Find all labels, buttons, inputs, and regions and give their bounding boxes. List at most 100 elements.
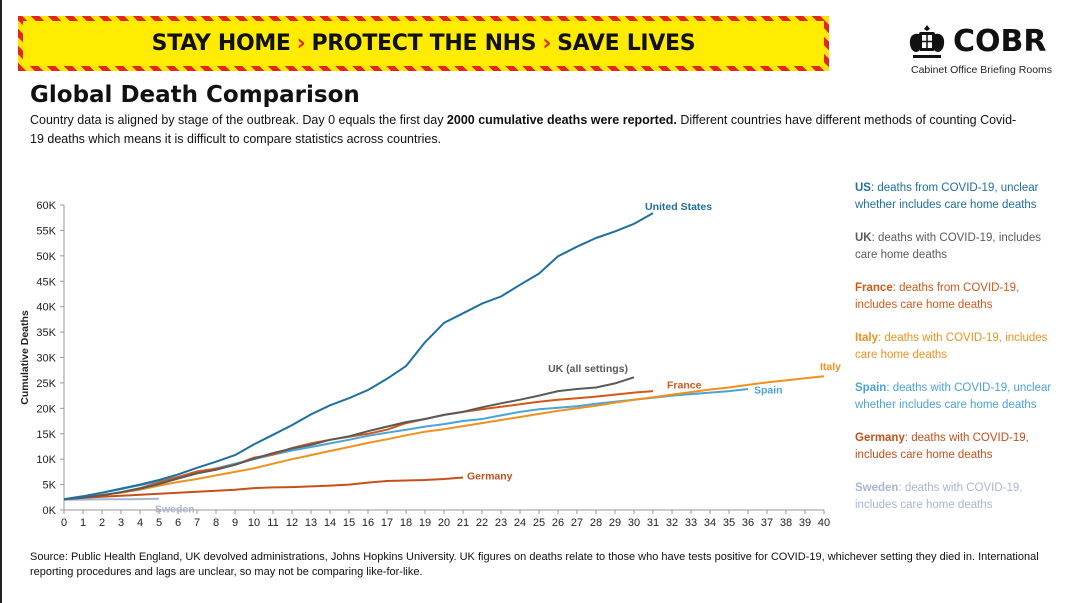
series-line [63,375,825,501]
x-tick-label: 37 [761,517,773,529]
series-label: Spain [754,385,783,397]
x-tick-label: 2 [99,517,105,529]
chevron-right-icon: › [296,31,306,56]
legend-description: : deaths with COVID-19, includes care ho… [855,432,1029,461]
legend-country: Italy [855,332,879,344]
subtitle-pre: Country data is aligned by stage of the … [30,113,447,127]
legend-description: : deaths with COVID-19, includes care ho… [855,232,1042,261]
x-tick-label: 13 [305,517,317,529]
page-subtitle: Country data is aligned by stage of the … [30,111,1030,149]
x-tick-label: 30 [628,517,640,529]
x-tick-label: 16 [362,517,374,529]
series-line [63,476,464,501]
y-tick-label: 50K [36,251,56,263]
x-tick-label: 28 [590,517,602,529]
cobr-subtitle: Cabinet Office Briefing Rooms [911,64,1053,76]
y-tick-label: 5K [43,480,57,492]
x-tick-label: 5 [156,517,162,529]
legend-description: : deaths with COVID-19, unclear whether … [855,382,1052,411]
x-tick-label: 15 [343,517,355,529]
legend-item: Spain: deaths with COVID-19, unclear whe… [855,380,1055,414]
subtitle-bold: 2000 cumulative deaths were reported. [446,113,677,127]
cobr-wordmark: COBR [953,24,1047,59]
series-label: Sweden [155,503,195,515]
legend-description: : deaths from COVID-19, includes care ho… [855,282,1020,311]
y-axis-label: Cumulative Deaths [19,310,31,405]
banner-protect-nhs: PROTECT THE NHS [311,31,537,56]
series-line [63,390,654,501]
legend-description: : deaths from COVID-19, unclear whether … [855,182,1039,211]
banner-stay-home: STAY HOME [151,31,291,56]
x-tick-label: 6 [175,517,181,529]
x-tick-label: 7 [194,517,200,529]
x-tick-label: 32 [666,517,678,529]
left-border [0,0,2,603]
x-tick-label: 35 [723,517,735,529]
legend-country: US [855,182,871,194]
x-axis-label: Day [434,529,455,530]
x-tick-label: 26 [552,517,564,529]
y-tick-label: 15K [36,429,56,441]
x-tick-label: 18 [400,517,412,529]
x-tick-label: 21 [457,517,469,529]
y-tick-label: 40K [36,302,56,314]
series-line [63,212,654,501]
x-tick-label: 39 [799,517,811,529]
series-label: Germany [467,470,513,482]
legend-item: UK: deaths with COVID-19, includes care … [855,230,1055,264]
cobr-logo: COBR Cabinet Office Briefing Rooms [905,22,1055,78]
legend-description: : deaths with COVID-19, includes care ho… [855,482,1023,511]
x-tick-label: 25 [533,517,545,529]
x-tick-label: 17 [381,517,393,529]
y-tick-label: 30K [36,353,56,365]
y-tick-label: 0K [43,505,57,517]
legend-country: Spain [855,382,887,394]
x-tick-label: 9 [232,517,238,529]
y-tick-label: 45K [36,276,56,288]
x-tick-label: 31 [647,517,659,529]
x-tick-label: 29 [609,517,621,529]
x-tick-label: 3 [118,517,124,529]
series-line [63,497,160,501]
legend-country: Sweden [855,482,899,494]
page-title: Global Death Comparison [30,82,360,108]
x-tick-label: 0 [61,517,67,529]
x-tick-label: 11 [267,517,278,529]
x-tick-label: 23 [495,517,507,529]
y-tick-label: 25K [36,378,56,390]
x-tick-label: 38 [780,517,792,529]
series-label: United States [645,201,712,213]
y-tick-label: 35K [36,327,56,339]
x-tick-label: 12 [286,517,298,529]
legend-description: : deaths with COVID-19, includes care ho… [855,332,1048,361]
series-line [63,376,635,501]
y-tick-label: 10K [36,454,56,466]
x-tick-label: 24 [514,517,526,529]
country-legend: US: deaths from COVID-19, unclear whethe… [855,180,1055,530]
legend-country: UK [855,232,872,244]
subtitle-post: Different countries have different metho… [30,113,1017,146]
x-tick-label: 22 [476,517,488,529]
legend-item: France: deaths from COVID-19, includes c… [855,280,1055,314]
x-tick-label: 33 [685,517,697,529]
x-tick-label: 36 [742,517,754,529]
legend-item: Italy: deaths with COVID-19, includes ca… [855,330,1055,364]
royal-crest-icon [909,25,945,58]
banner-save-lives: SAVE LIVES [557,31,696,56]
x-tick-label: 10 [248,517,260,529]
x-tick-label: 1 [80,517,86,529]
legend-country: Germany [855,432,905,444]
x-tick-label: 20 [438,517,450,529]
y-tick-label: 60K [36,200,56,212]
slogan-banner: STAY HOME › PROTECT THE NHS › SAVE LIVES [18,16,829,71]
x-tick-label: 27 [571,517,583,529]
x-tick-label: 14 [324,517,336,529]
x-tick-label: 4 [137,517,143,529]
x-tick-label: 40 [818,517,830,529]
series-label: France [667,380,702,392]
source-note: Source: Public Health England, UK devolv… [30,551,1039,578]
series-label: Italy [820,361,841,373]
x-tick-label: 8 [213,517,219,529]
chevron-right-icon: › [542,31,552,56]
